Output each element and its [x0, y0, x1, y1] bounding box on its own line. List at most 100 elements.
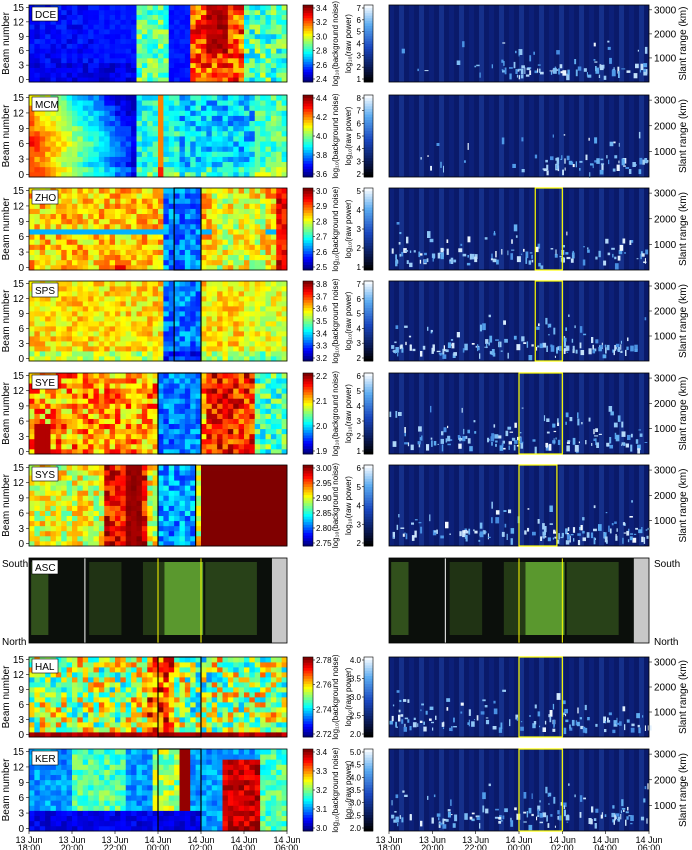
heatmap-cell	[179, 244, 186, 250]
echo-mark	[632, 162, 636, 167]
heatmap-cell	[115, 43, 121, 49]
heatmap-cell	[147, 29, 154, 35]
heatmap-cell	[98, 171, 105, 178]
heatmap-cell	[174, 33, 180, 40]
heatmap-cell	[109, 244, 116, 250]
heatmap-cell	[82, 223, 89, 230]
heatmap-cell	[61, 239, 68, 245]
echo-mark	[503, 61, 505, 66]
heatmap-cell	[163, 77, 170, 83]
heatmap-cell	[217, 100, 223, 106]
heatmap-cell	[190, 53, 197, 59]
heatmap-cell	[206, 341, 213, 347]
heatmap-cell	[201, 151, 207, 157]
heatmap-cell	[227, 67, 234, 73]
colorbar-segment	[364, 157, 373, 161]
heatmap-cell	[281, 259, 288, 266]
heatmap-cell	[136, 296, 143, 302]
heatmap-cell	[55, 286, 62, 292]
echo-mark	[447, 342, 451, 348]
heatmap-cell	[201, 198, 207, 204]
heatmap-cell	[265, 67, 272, 73]
heatmap-cell	[244, 296, 250, 302]
heatmap-cell	[249, 67, 256, 73]
heatmap-cell	[72, 234, 78, 240]
colorbar-segment	[303, 226, 313, 230]
echo-mark	[405, 341, 407, 346]
heatmap-cell	[158, 43, 164, 49]
range-band	[409, 5, 414, 82]
heatmap-cell	[120, 331, 127, 337]
heatmap-cell	[195, 413, 202, 419]
range-band	[589, 95, 594, 177]
heatmap-cell	[211, 125, 218, 132]
heatmap-cell	[217, 403, 223, 409]
heatmap-cell	[254, 448, 261, 455]
echo-mark	[540, 71, 544, 75]
heatmap-cell	[55, 188, 62, 194]
heatmap-cell	[265, 146, 272, 152]
heatmap-cell	[136, 72, 143, 78]
heatmap-cell	[249, 229, 256, 235]
heatmap-cell	[190, 286, 197, 292]
colorbar-segment	[303, 144, 313, 148]
heatmap-cell	[195, 125, 202, 132]
heatmap-cell	[222, 67, 229, 73]
heatmap-cell	[217, 115, 223, 122]
heatmap-cell	[88, 29, 94, 35]
heatmap-cell	[163, 244, 170, 250]
heatmap-cell	[98, 418, 105, 425]
heatmap-cell	[50, 433, 57, 440]
heatmap-cell	[249, 306, 256, 312]
heatmap-cell	[260, 373, 266, 379]
echo-mark	[432, 256, 434, 262]
heatmap-cell	[201, 115, 207, 122]
heatmap-cell	[34, 443, 41, 450]
heatmap-cell	[147, 5, 154, 11]
heatmap-cell	[55, 19, 62, 25]
heatmap-cell	[244, 398, 250, 404]
echo-mark	[395, 259, 398, 261]
heatmap-cell	[82, 408, 89, 414]
colorbar-segment	[364, 334, 373, 338]
heatmap-cell	[179, 346, 186, 352]
echo-mark	[396, 222, 400, 225]
heatmap-cell	[50, 388, 57, 394]
heatmap-cell	[206, 19, 213, 25]
heatmap-cell	[270, 373, 277, 379]
heatmap-cell	[93, 57, 100, 64]
heatmap-cell	[39, 115, 46, 122]
heatmap-cell	[249, 188, 256, 194]
heatmap-cell	[88, 120, 94, 127]
heatmap-cell	[276, 43, 283, 49]
heatmap-cell	[174, 136, 180, 142]
heatmap-cell	[131, 239, 137, 245]
heatmap-cell	[93, 218, 100, 225]
heatmap-cell	[29, 259, 35, 266]
colorbar-segment	[364, 33, 373, 37]
colorbar-segment	[364, 283, 373, 287]
heatmap-cell	[201, 166, 207, 173]
heatmap-cell	[93, 100, 100, 106]
echo-mark	[595, 67, 600, 74]
heatmap-cell	[147, 9, 154, 16]
heatmap-cell	[222, 156, 229, 163]
colorbar-tick-label: 2.7	[316, 233, 328, 242]
heatmap-cell	[88, 223, 94, 230]
heatmap-cell	[276, 125, 283, 132]
range-band	[459, 188, 464, 270]
heatmap-cell	[163, 296, 170, 302]
heatmap-cell	[265, 188, 272, 194]
heatmap-cell	[260, 351, 266, 357]
heatmap-cell	[147, 286, 154, 292]
heatmap-cell	[104, 259, 111, 266]
range-band	[479, 188, 484, 270]
heatmap-cell	[238, 331, 245, 337]
heatmap-cell	[136, 331, 143, 337]
heatmap-cell	[136, 428, 143, 435]
heatmap-cell	[168, 378, 175, 384]
heatmap-cell	[152, 67, 159, 73]
heatmap-cell	[244, 413, 250, 419]
